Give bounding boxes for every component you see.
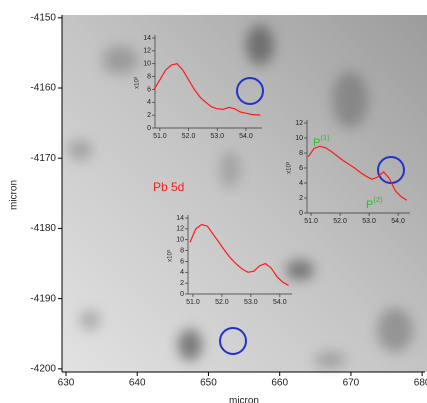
y-tick-label: 10 [143,61,151,68]
x-tick-label: 52.0 [182,133,196,140]
annotation: Pb 5d [153,180,184,194]
y-tick-label: 6 [180,258,184,265]
x-axis-label: micron [229,396,259,403]
y-tick-label: 2 [180,280,184,287]
x-tick-label: 660 [271,378,288,389]
y-tick-label: 14 [143,35,151,42]
y-axis-label: x10³ [287,162,293,174]
y-tick-label: 8 [147,73,151,80]
y-tick-label: 10 [176,237,184,244]
y-tick-label: 0 [299,210,303,217]
y-tick-label: 2 [299,195,303,202]
y-tick-label: 12 [176,226,184,233]
x-tick-label: 650 [200,378,217,389]
annotation-text: P [366,199,373,211]
spectrum-line [153,63,261,116]
image-background [62,15,427,372]
x-tick-label: 53.0 [244,299,258,306]
y-tick-label: 4 [147,99,151,106]
y-tick-label: 10 [295,135,303,142]
x-tick-label: 670 [343,378,360,389]
x-tick-label: 52.0 [215,299,229,306]
inset-chart: 0 2 4 6 8 10 12 14 51.0 52.0 53.0 54.0 x10³ [135,35,262,140]
micrograph [62,15,427,372]
annotation-text: P [313,137,320,149]
x-tick-label: 51.0 [186,299,200,306]
y-tick-label: 0 [180,291,184,298]
y-axis-label: x10³ [135,77,141,89]
y-tick-label: -4200 [30,363,56,374]
x-tick-label: 680 [414,378,427,389]
x-tick-label: 52.0 [333,218,347,225]
y-tick-label: 6 [299,165,303,172]
inset-chart: 0 2 4 6 8 10 12 51.0 52.0 53.0 54.0 x10³ [287,120,410,225]
y-axis-label: x10³ [168,250,174,262]
y-tick-label: -4180 [30,223,56,234]
y-tick-label: 8 [299,150,303,157]
y-tick-label: 6 [147,86,151,93]
y-tick-label: 4 [180,269,184,276]
x-tick-label: 51.0 [153,133,167,140]
annotation: P(1) [313,133,330,149]
x-tick-label: 54.0 [239,133,253,140]
y-tick-label: -4160 [30,83,56,94]
y-tick-label: 2 [147,112,151,119]
annotation-superscript: (1) [320,133,330,142]
x-tick-label: 53.0 [362,218,376,225]
annotation-superscript: (2) [373,195,383,204]
y-axis-label: micron [9,180,20,210]
region-circle [219,327,247,355]
y-tick-label: 14 [176,215,184,222]
x-tick-label: 54.0 [273,299,287,306]
x-tick-label: 51.0 [304,218,318,225]
inset-chart: 0 2 4 6 8 10 12 14 51.0 52.0 53.0 54.0 x10³ [168,215,292,306]
spectrum-line [307,145,408,201]
y-tick-label: 12 [295,120,303,127]
region-circle [236,77,264,105]
y-tick-label: 8 [180,247,184,254]
x-tick-label: 630 [58,378,75,389]
y-tick-label: -4170 [30,153,56,164]
y-tick-label: -4190 [30,293,56,304]
y-tick-label: -4150 [30,12,56,23]
annotation-text: Pb 5d [153,180,184,194]
spectrum-line [189,223,289,286]
x-tick-label: 640 [129,378,146,389]
x-tick-label: 53.0 [210,133,224,140]
x-tick-label: 54.0 [391,218,405,225]
y-tick-label: 12 [143,48,151,55]
image-texture [68,25,413,368]
y-tick-label: 0 [147,125,151,132]
y-tick-label: 4 [299,180,303,187]
annotation: P(2) [366,195,383,211]
